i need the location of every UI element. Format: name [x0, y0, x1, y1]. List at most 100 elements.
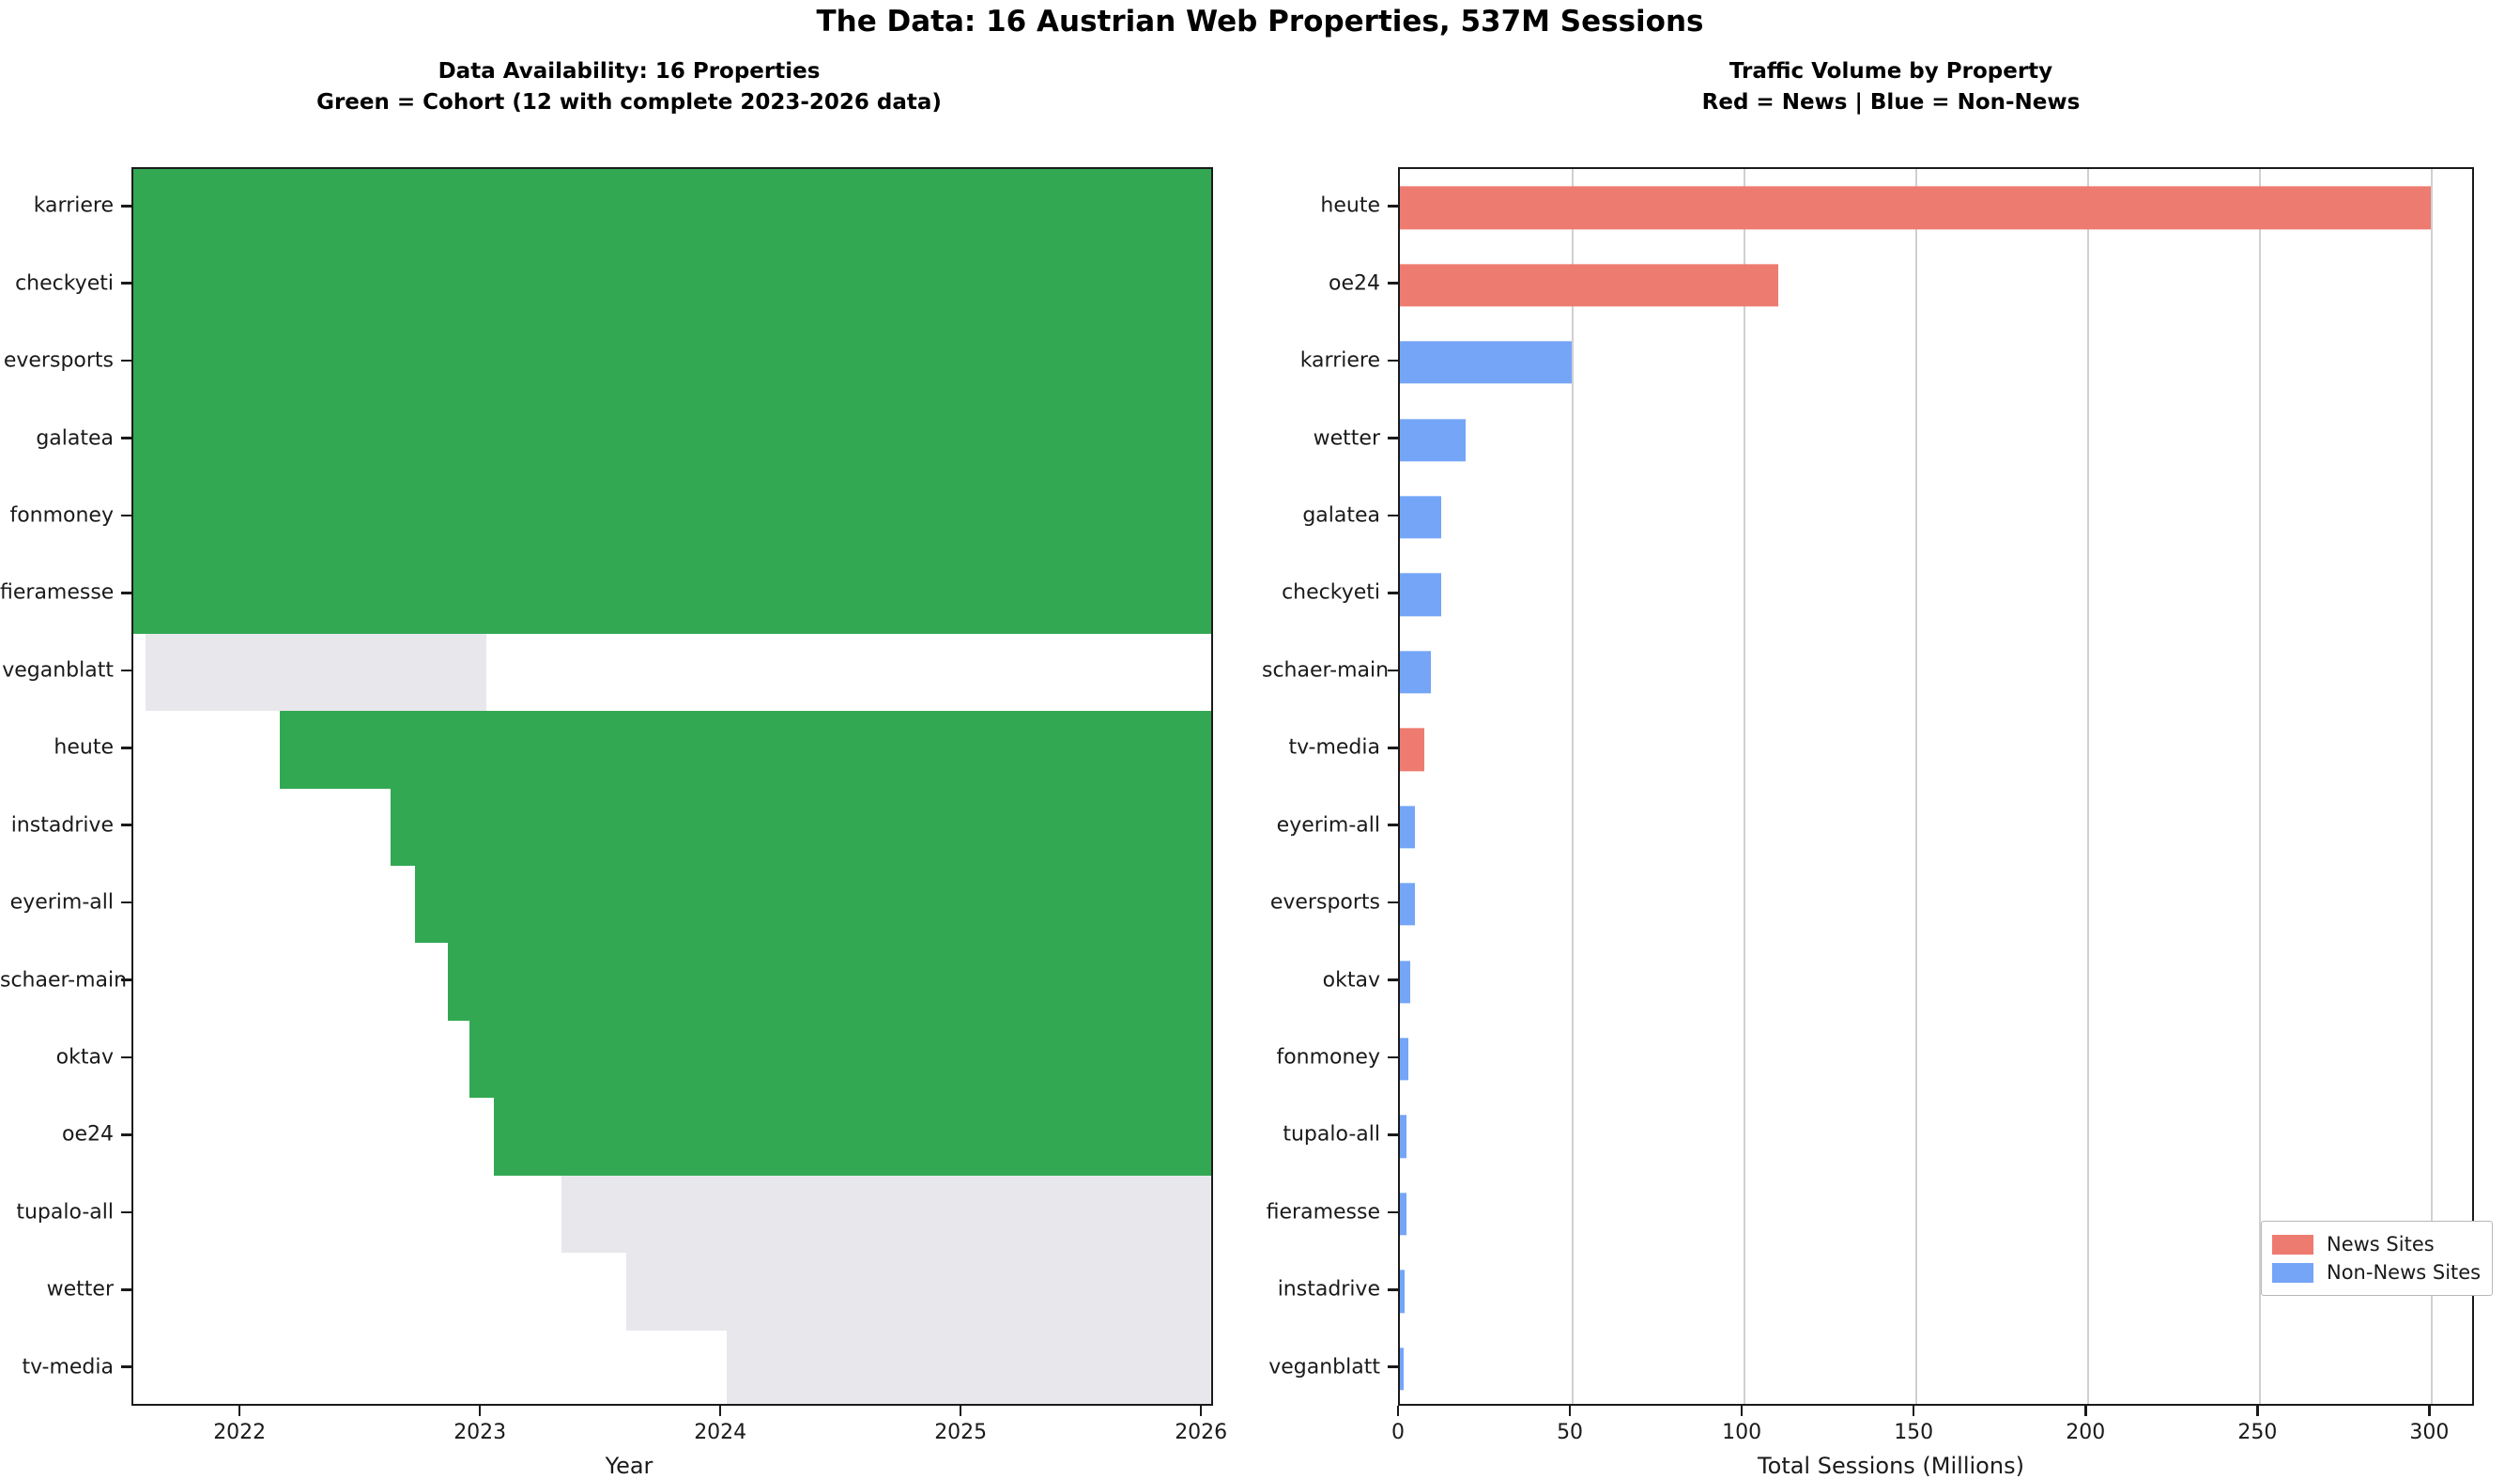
traffic-bar-schaer-main: [1400, 651, 1431, 694]
y-tick-mark: [1388, 1055, 1398, 1059]
y-tick-label-veganblatt: veganblatt: [1268, 1355, 1380, 1379]
gantt-row: [133, 1330, 1211, 1404]
x-tick-label: 2025: [934, 1421, 988, 1444]
gantt-row: [133, 1253, 1211, 1331]
x-tick-label: 300: [2409, 1421, 2450, 1444]
traffic-bar-galatea: [1400, 496, 1441, 539]
x-tick-label: 2023: [453, 1421, 507, 1444]
traffic-bar-karriere: [1400, 341, 1573, 384]
gantt-bar: [625, 1253, 1211, 1331]
bar-row: [1400, 1331, 2472, 1404]
gantt-bar: [390, 788, 1211, 866]
gantt-bar: [133, 401, 1211, 479]
legend-item[interactable]: Non-News Sites: [2272, 1258, 2481, 1286]
gantt-bar: [494, 1098, 1211, 1176]
y-tick-mark: [1388, 669, 1398, 672]
bar-row: [1400, 943, 2472, 1020]
y-tick-label-tv-media: tv-media: [22, 1355, 114, 1379]
x-tick-mark: [1199, 1406, 1203, 1416]
figure-suptitle: The Data: 16 Austrian Web Properties, 53…: [816, 5, 1704, 39]
y-tick-mark: [121, 824, 131, 826]
x-tick-label: 2024: [694, 1421, 747, 1444]
y-tick-mark: [121, 1055, 131, 1059]
gantt-bar: [448, 943, 1211, 1021]
x-tick-mark: [1740, 1406, 1744, 1416]
gantt-bar: [414, 865, 1211, 944]
y-tick-mark: [1388, 1133, 1398, 1136]
y-tick-label-eversports: eversports: [3, 348, 114, 373]
legend-swatch: [2272, 1234, 2313, 1255]
x-tick-mark: [2083, 1406, 2087, 1416]
x-tick-mark: [718, 1406, 722, 1416]
traffic-bar-eyerim-all: [1400, 806, 1416, 849]
y-tick-mark: [121, 901, 131, 904]
gantt-bar: [133, 478, 1211, 557]
y-tick-mark: [1388, 1365, 1398, 1369]
gantt-row: [133, 478, 1211, 557]
x-tick-mark: [959, 1406, 962, 1416]
right-chart-title: Traffic Volume by Property Red = News | …: [1262, 56, 2520, 118]
legend-label: Non-News Sites: [2327, 1261, 2482, 1284]
x-tick-mark: [1568, 1406, 1572, 1416]
traffic-bar-tv-media: [1400, 728, 1424, 771]
y-tick-label-fonmoney: fonmoney: [1276, 1045, 1380, 1070]
left-chart-title-line2: Green = Cohort (12 with complete 2023-20…: [316, 90, 942, 115]
gantt-row: [133, 246, 1211, 324]
y-tick-label-oe24: oe24: [1329, 271, 1380, 296]
gantt-bar: [727, 1330, 1211, 1404]
gantt-row: [133, 169, 1211, 247]
y-tick-label-galatea: galatea: [36, 426, 114, 451]
y-tick-label-tupalo-all: tupalo-all: [16, 1200, 114, 1225]
y-tick-mark: [1388, 514, 1398, 517]
y-tick-mark: [1388, 592, 1398, 594]
y-tick-label-wetter: wetter: [1313, 426, 1380, 451]
y-tick-mark: [121, 1210, 131, 1214]
gantt-bar: [145, 633, 487, 712]
y-tick-mark: [121, 1133, 131, 1136]
left-chart-title: Data Availability: 16 Properties Green =…: [0, 56, 1258, 118]
y-tick-label-galatea: galatea: [1302, 503, 1380, 528]
x-tick-label: 100: [1722, 1421, 1762, 1444]
traffic-bar-fieramesse: [1400, 1193, 1406, 1236]
gantt-bar: [469, 1020, 1211, 1099]
y-tick-mark: [121, 669, 131, 672]
gantt-row: [133, 865, 1211, 944]
y-tick-mark: [1388, 901, 1398, 904]
gantt-row: [133, 323, 1211, 402]
y-tick-mark: [121, 437, 131, 439]
y-tick-label-checkyeti: checkyeti: [1282, 580, 1380, 605]
gridline: [1572, 169, 1574, 1404]
left-x-axis-label: Year: [605, 1453, 653, 1479]
gantt-row: [133, 943, 1211, 1021]
gantt-bar: [133, 556, 1211, 634]
gantt-row: [133, 788, 1211, 866]
y-tick-label-eyerim-all: eyerim-all: [1276, 813, 1380, 838]
y-tick-label-checkyeti: checkyeti: [15, 271, 114, 296]
bar-row: [1400, 634, 2472, 711]
y-tick-mark: [1388, 746, 1398, 749]
traffic-bar-fonmoney: [1400, 1038, 1409, 1081]
y-tick-label-tupalo-all: tupalo-all: [1283, 1122, 1380, 1147]
y-tick-label-tv-media: tv-media: [1288, 735, 1380, 760]
gridline: [1744, 169, 1745, 1404]
gantt-row: [133, 1098, 1211, 1176]
gantt-bar: [280, 711, 1211, 789]
y-tick-mark: [121, 514, 131, 517]
y-tick-label-schaer-main: schaer-main: [1262, 658, 1390, 683]
y-tick-mark: [121, 282, 131, 285]
left-plot-area: [131, 167, 1213, 1406]
bar-row: [1400, 556, 2472, 633]
y-tick-mark: [121, 592, 131, 594]
legend-item[interactable]: News Sites: [2272, 1230, 2481, 1258]
y-tick-label-instadrive: instadrive: [1277, 1277, 1380, 1302]
gantt-row: [133, 711, 1211, 789]
y-tick-label-eyerim-all: eyerim-all: [9, 890, 114, 915]
gantt-row: [133, 1175, 1211, 1254]
y-tick-label-eversports: eversports: [1269, 890, 1380, 915]
y-tick-mark: [1388, 204, 1398, 208]
x-tick-mark: [478, 1406, 482, 1416]
traffic-bar-oe24: [1400, 263, 1778, 307]
y-tick-label-instadrive: instadrive: [10, 813, 114, 838]
bar-row: [1400, 866, 2472, 943]
right-chart-panel: Traffic Volume by Property Red = News | …: [1262, 56, 2520, 1479]
